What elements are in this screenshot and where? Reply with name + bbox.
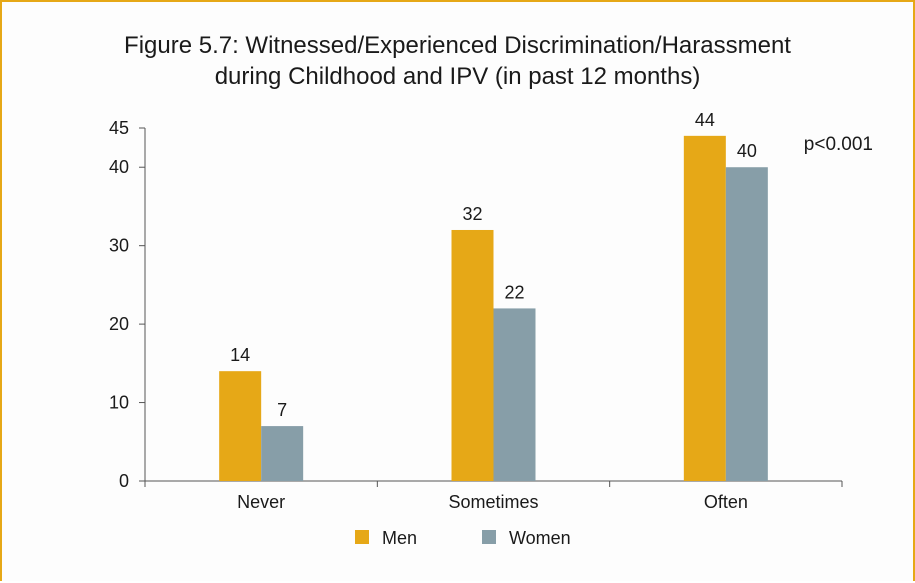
data-label-men-sometimes: 32 xyxy=(462,204,482,224)
y-tick-label-0: 0 xyxy=(119,471,129,491)
p-value-annotation: p<0.001 xyxy=(803,134,873,155)
bar-women-sometimes xyxy=(493,308,536,481)
y-tick-label-40: 40 xyxy=(109,157,129,177)
y-tick-label-20: 20 xyxy=(109,314,129,334)
bar-men-sometimes xyxy=(451,229,494,481)
bar-men-often xyxy=(683,135,726,481)
chart-title-line-1: Figure 5.7: Witnessed/Experienced Discri… xyxy=(124,32,791,59)
data-label-women-never: 7 xyxy=(277,400,287,420)
legend-label-men: Men xyxy=(382,528,417,548)
x-category-label-sometimes: Sometimes xyxy=(448,492,538,512)
bar-women-never xyxy=(261,426,304,481)
data-label-women-sometimes: 22 xyxy=(504,282,524,302)
y-tick-label-45: 45 xyxy=(109,118,129,138)
legend-label-women: Women xyxy=(509,528,571,548)
data-label-men-never: 14 xyxy=(230,345,250,365)
bar-men-never xyxy=(219,371,262,481)
chart-title-line-2: during Childhood and IPV (in past 12 mon… xyxy=(214,63,701,90)
legend-swatch-women xyxy=(482,530,496,544)
legend-swatch-men xyxy=(355,530,369,544)
x-category-label-often: Often xyxy=(704,492,748,512)
y-tick-label-30: 30 xyxy=(109,236,129,256)
y-tick-label-10: 10 xyxy=(109,393,129,413)
data-label-women-often: 40 xyxy=(737,141,757,161)
bar-women-often xyxy=(725,167,768,481)
chart-title: Figure 5.7: Witnessed/Experienced Discri… xyxy=(0,30,915,92)
data-label-men-often: 44 xyxy=(695,110,715,130)
x-category-label-never: Never xyxy=(237,492,285,512)
